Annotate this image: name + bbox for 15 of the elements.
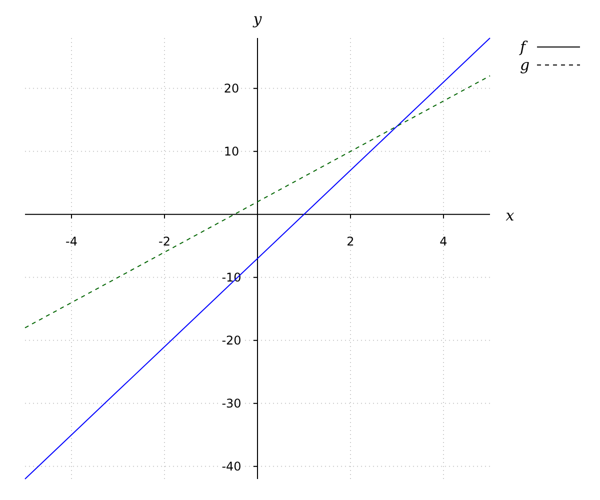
x-tick-label: 4 bbox=[440, 234, 448, 248]
y-tick-label: -30 bbox=[222, 396, 242, 410]
line-series bbox=[24, 75, 490, 328]
y-tick-label: -20 bbox=[222, 333, 242, 348]
x-tick-label: 2 bbox=[346, 234, 354, 248]
y-tick-label: 10 bbox=[224, 144, 240, 158]
text: g bbox=[520, 56, 530, 74]
x-tick-label: -2 bbox=[158, 234, 170, 248]
y-tick-label: 20 bbox=[224, 81, 240, 96]
y-tick-label: -40 bbox=[222, 459, 242, 474]
x-axis-title: x bbox=[506, 206, 515, 224]
y-axis-title: y bbox=[252, 10, 262, 28]
x-tick-label: -4 bbox=[66, 234, 78, 248]
series-label: f bbox=[519, 38, 528, 56]
line-series bbox=[24, 38, 490, 480]
